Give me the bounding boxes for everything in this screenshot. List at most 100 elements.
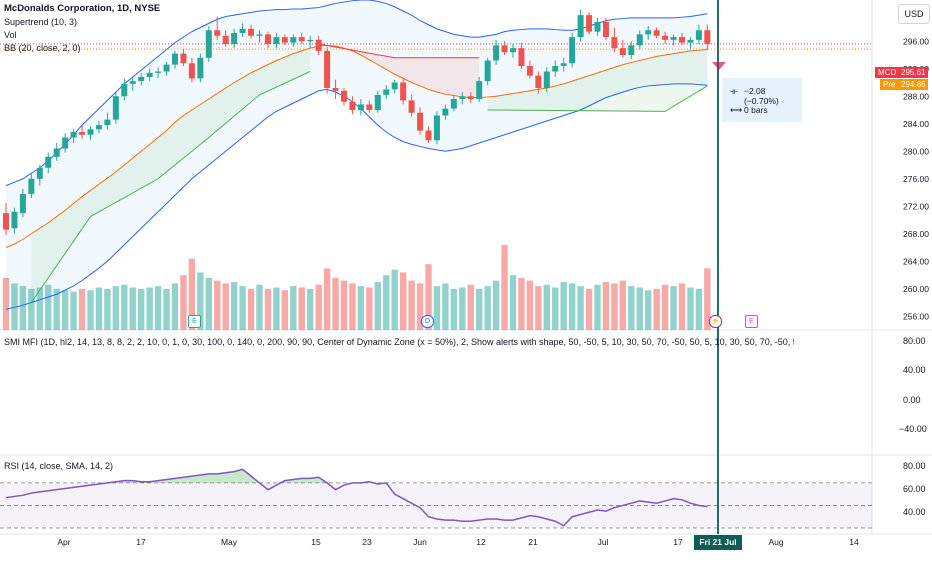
indicator-lines — [0, 0, 872, 310]
candle-body — [493, 45, 500, 61]
x-tick-label: 17 — [673, 537, 683, 547]
volume-bar — [121, 284, 128, 330]
candle-body — [459, 96, 466, 99]
volume-bar — [239, 286, 246, 330]
volume-bar — [214, 280, 221, 330]
volume-bar — [222, 283, 229, 330]
rsi-line — [5, 468, 708, 527]
volume-bar — [112, 286, 120, 330]
supertrend-line — [487, 85, 708, 112]
candle-body — [484, 60, 491, 82]
candle-body — [146, 72, 153, 77]
x-tick-label: 23 — [362, 537, 372, 547]
measure-tooltip: ⟛ −2.08 (−0.70%) ⟷ 0 bars — [722, 78, 802, 122]
supertrend-up-fill — [31, 48, 311, 303]
candle-body — [129, 81, 136, 84]
volume-bar — [290, 286, 297, 330]
candle-body — [687, 39, 694, 43]
x-tick-label: 15 — [311, 537, 321, 547]
volume-bar — [653, 288, 660, 330]
indicator-bb[interactable]: BB (20, close, 2, 0) — [4, 43, 81, 53]
volume-bar — [70, 291, 77, 330]
candle-body — [19, 193, 26, 214]
candle-body — [662, 35, 669, 40]
rsi-tick-80: 80.00 — [903, 461, 926, 471]
candle-body — [112, 96, 119, 120]
candle-body — [670, 37, 677, 40]
dividend-event-icon[interactable]: D — [421, 315, 434, 328]
volume-bar — [307, 288, 314, 330]
y-tick-label: 276.00 — [903, 174, 929, 184]
volume-bar — [594, 284, 601, 330]
volume-bar — [577, 286, 584, 330]
bb-basis-line — [5, 44, 708, 248]
currency-button[interactable]: USD — [898, 4, 930, 24]
candle-body — [341, 90, 347, 102]
candle-body — [11, 211, 18, 229]
volume-bar — [154, 286, 162, 330]
range-icon: ⟛ — [730, 86, 738, 96]
y-tick-label: 284.00 — [903, 119, 929, 129]
smi-tick-40: 40.00 — [903, 365, 926, 375]
y-tick-label: 288.00 — [903, 91, 929, 101]
volume-bar — [442, 283, 449, 330]
supertrend-line — [30, 71, 311, 303]
candle-body — [552, 66, 559, 72]
earnings-event-icon[interactable]: E — [188, 315, 201, 328]
rsi-label: RSI (14, close, SMA, 14, 2) — [4, 461, 114, 471]
volume-bar — [45, 284, 52, 330]
volume-bar — [628, 286, 635, 330]
volume-bar — [391, 269, 398, 330]
candle-body — [391, 82, 398, 90]
volume-bar — [543, 284, 550, 330]
x-tick-label: Aug — [768, 537, 783, 547]
candle-body — [535, 75, 542, 88]
volume-bars — [2, 245, 711, 330]
indicator-supertrend[interactable]: Supertrend (10, 3) — [4, 17, 78, 27]
candle-body — [205, 30, 212, 58]
y-tick-label: 260.00 — [903, 284, 929, 294]
candle-body — [450, 99, 457, 109]
candle-body — [239, 28, 246, 33]
candle-body — [222, 35, 229, 44]
volume-bar — [585, 288, 593, 330]
volume-bar — [281, 290, 289, 330]
volume-bar — [695, 288, 703, 330]
candle-body — [400, 82, 407, 101]
candle-body — [425, 130, 432, 141]
y-tick-label: 268.00 — [903, 229, 929, 239]
candle-body — [704, 30, 711, 44]
volume-bar — [36, 287, 43, 330]
volume-bar — [374, 282, 381, 330]
bars-icon: ⟷ — [730, 105, 743, 115]
indicator-volume[interactable]: Vol — [4, 30, 17, 40]
volume-bar — [205, 277, 212, 330]
candle-body — [366, 104, 373, 110]
rsi-tick-60: 60.00 — [903, 484, 926, 494]
candle-body — [79, 132, 86, 135]
volume-bar — [332, 277, 339, 330]
upcoming-earnings-icon[interactable]: E — [745, 315, 758, 328]
rsi-tick-40: 40.00 — [903, 507, 926, 517]
volume-bar — [230, 282, 238, 330]
volume-bar — [501, 245, 508, 330]
split-event-icon[interactable]: ⚡ — [709, 315, 722, 328]
candle-body — [273, 37, 280, 44]
volume-bar — [340, 280, 348, 330]
candle-body — [383, 89, 390, 95]
volume-bar — [366, 287, 373, 330]
x-tick-label: Apr — [57, 537, 70, 547]
volume-bar — [416, 283, 424, 330]
x-tick-label: 14 — [849, 537, 859, 547]
volume-bar — [104, 288, 111, 330]
y-tick-label: 280.00 — [903, 146, 929, 156]
down-arrow-marker — [712, 62, 726, 70]
volume-bar — [349, 283, 356, 330]
volume-bar — [256, 284, 263, 330]
candle-body — [645, 30, 652, 35]
volume-bar — [197, 272, 204, 330]
volume-bar — [188, 258, 196, 330]
volume-bar — [2, 277, 10, 330]
pre-price-tag: 294.86 — [898, 79, 929, 90]
pre-symbol-tag: Pre — [880, 79, 899, 90]
